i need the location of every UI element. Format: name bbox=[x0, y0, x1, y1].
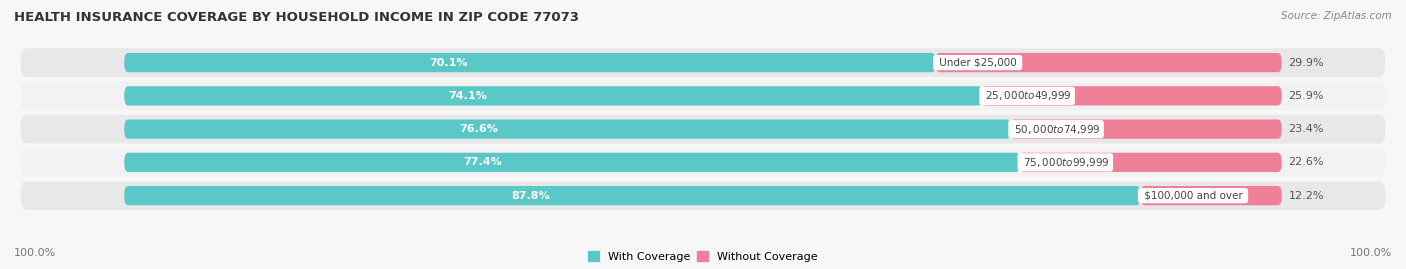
Text: 29.9%: 29.9% bbox=[1288, 58, 1324, 68]
Text: 77.4%: 77.4% bbox=[463, 157, 502, 167]
Text: $75,000 to $99,999: $75,000 to $99,999 bbox=[1021, 156, 1111, 169]
FancyBboxPatch shape bbox=[124, 119, 1011, 139]
FancyBboxPatch shape bbox=[21, 115, 1385, 143]
FancyBboxPatch shape bbox=[1021, 153, 1282, 172]
Text: Under $25,000: Under $25,000 bbox=[935, 58, 1019, 68]
Text: $50,000 to $74,999: $50,000 to $74,999 bbox=[1011, 123, 1101, 136]
Text: 76.6%: 76.6% bbox=[460, 124, 498, 134]
Text: 12.2%: 12.2% bbox=[1289, 191, 1324, 201]
FancyBboxPatch shape bbox=[124, 86, 981, 105]
Text: 22.6%: 22.6% bbox=[1289, 157, 1324, 167]
FancyBboxPatch shape bbox=[124, 153, 1021, 172]
Text: HEALTH INSURANCE COVERAGE BY HOUSEHOLD INCOME IN ZIP CODE 77073: HEALTH INSURANCE COVERAGE BY HOUSEHOLD I… bbox=[14, 11, 579, 24]
FancyBboxPatch shape bbox=[21, 181, 1385, 210]
Text: 100.0%: 100.0% bbox=[14, 248, 56, 258]
Legend: With Coverage, Without Coverage: With Coverage, Without Coverage bbox=[583, 247, 823, 266]
FancyBboxPatch shape bbox=[1140, 186, 1282, 205]
Text: Source: ZipAtlas.com: Source: ZipAtlas.com bbox=[1281, 11, 1392, 21]
Text: 100.0%: 100.0% bbox=[1350, 248, 1392, 258]
Text: 87.8%: 87.8% bbox=[512, 191, 550, 201]
FancyBboxPatch shape bbox=[21, 48, 1385, 77]
Text: $25,000 to $49,999: $25,000 to $49,999 bbox=[981, 89, 1073, 102]
Text: 25.9%: 25.9% bbox=[1289, 91, 1324, 101]
FancyBboxPatch shape bbox=[21, 82, 1385, 110]
Text: 74.1%: 74.1% bbox=[449, 91, 486, 101]
FancyBboxPatch shape bbox=[21, 148, 1385, 177]
FancyBboxPatch shape bbox=[1011, 119, 1282, 139]
Text: 70.1%: 70.1% bbox=[430, 58, 468, 68]
FancyBboxPatch shape bbox=[124, 53, 935, 72]
FancyBboxPatch shape bbox=[981, 86, 1282, 105]
Text: $100,000 and over: $100,000 and over bbox=[1140, 191, 1246, 201]
FancyBboxPatch shape bbox=[935, 53, 1282, 72]
Text: 23.4%: 23.4% bbox=[1289, 124, 1324, 134]
FancyBboxPatch shape bbox=[124, 186, 1140, 205]
